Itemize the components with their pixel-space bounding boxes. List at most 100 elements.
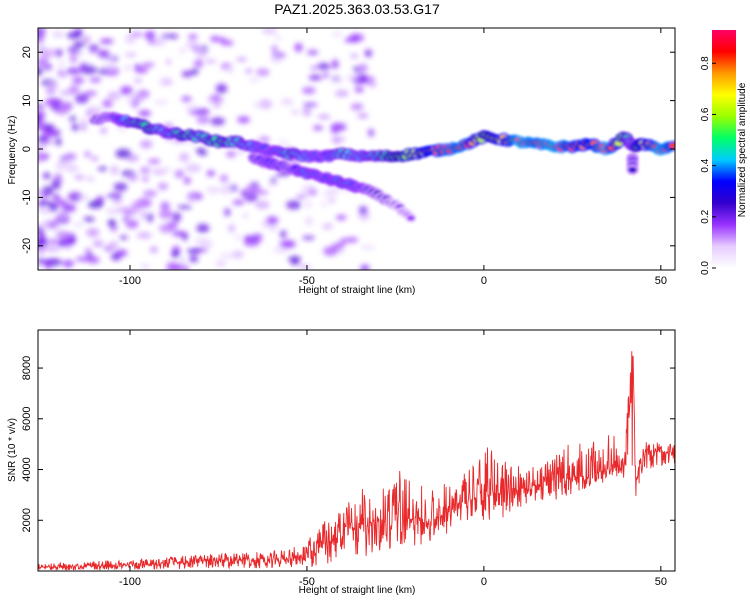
spectrogram-x-axis: -100 -50 0 50 (119, 28, 667, 287)
noise-blob (180, 96, 193, 102)
noise-blob (79, 118, 90, 127)
noise-blob (38, 38, 44, 43)
snr-y-tick-label: 4000 (21, 457, 33, 481)
noise-blob (279, 230, 287, 239)
colorbar-tick-label: 0.4 (700, 158, 711, 172)
noise-blob (146, 213, 154, 223)
noise-blob (55, 199, 68, 206)
noise-blob (119, 235, 128, 240)
snr-x-tick-label: 50 (655, 576, 667, 588)
spectrogram-x-tick-label: -50 (299, 275, 315, 287)
noise-blob (86, 228, 100, 238)
noise-blob (294, 42, 303, 52)
noise-blob (223, 182, 231, 192)
noise-blob (38, 114, 44, 124)
noise-blob (119, 85, 133, 96)
spectrogram-y-tick-label: -20 (21, 238, 33, 254)
noise-blob (117, 206, 133, 213)
noise-blob (301, 186, 308, 197)
noise-blob (179, 256, 186, 264)
noise-blob (141, 62, 155, 67)
noise-blob (256, 68, 270, 76)
noise-blob (291, 110, 299, 115)
noise-blob (360, 264, 370, 270)
noise-blob (85, 176, 95, 182)
noise-blob (107, 208, 117, 214)
snr-marks (38, 351, 675, 571)
noise-blob (56, 48, 63, 58)
noise-blob (219, 174, 229, 183)
noise-blob (354, 86, 364, 93)
noise-blob (38, 66, 44, 76)
noise-blob (185, 163, 202, 173)
noise-blob (273, 247, 289, 253)
noise-blob (140, 166, 151, 175)
noise-blob (303, 201, 314, 208)
noise-blob (41, 127, 56, 138)
noise-blob (290, 258, 301, 266)
noise-blob (188, 255, 199, 263)
noise-blob (236, 56, 248, 62)
noise-blob (100, 127, 108, 134)
noise-blob (147, 158, 161, 165)
noise-blob (312, 125, 324, 131)
noise-blob (52, 30, 65, 39)
noise-blob (310, 65, 319, 71)
spectrogram-ridges (88, 111, 675, 224)
noise-blob (181, 70, 193, 78)
colorbar-tick-label: 0.0 (700, 261, 711, 275)
noise-blob (244, 192, 259, 202)
noise-blob (140, 262, 151, 270)
noise-blob (75, 256, 88, 262)
noise-blob (270, 45, 279, 53)
noise-blob (177, 204, 193, 210)
snr-x-tick-label: -50 (299, 576, 315, 588)
noise-blob (38, 250, 44, 258)
noise-blob (56, 231, 71, 240)
noise-blob (196, 223, 210, 233)
noise-blob (358, 206, 368, 215)
noise-blob (102, 99, 113, 109)
noise-blob (102, 63, 118, 70)
snr-panel: -100 -50 0 50 2000 4000 6000 8000 Height of st… (7, 329, 676, 596)
noise-blob (226, 65, 235, 75)
spectrogram-y-axis: -20 -10 0 10 20 (21, 46, 675, 254)
noise-blob (308, 74, 322, 81)
noise-blob (337, 249, 345, 255)
noise-blob (44, 97, 60, 107)
noise-blob (47, 139, 55, 145)
noise-blob (335, 214, 347, 221)
noise-blob (201, 240, 214, 248)
noise-blob (110, 165, 119, 175)
noise-blob (358, 63, 368, 73)
noise-blob (196, 115, 210, 124)
noise-blob (51, 193, 61, 201)
noise-blob (180, 264, 189, 270)
noise-blob (72, 222, 85, 228)
noise-blob (330, 136, 346, 143)
noise-blob (350, 103, 364, 111)
noise-blob (67, 191, 84, 202)
noise-blob (185, 40, 199, 49)
noise-blob (65, 165, 80, 173)
noise-blob (97, 166, 108, 171)
noise-blob (339, 237, 348, 245)
spectrogram-noise (38, 28, 377, 270)
noise-blob (195, 47, 208, 58)
noise-blob (322, 72, 329, 79)
noise-blob (113, 182, 128, 192)
noise-blob (261, 28, 278, 34)
noise-blob (38, 32, 46, 39)
noise-blob (56, 211, 69, 221)
noise-blob (248, 76, 260, 83)
noise-blob (326, 185, 342, 194)
noise-blob (159, 223, 175, 234)
noise-blob (71, 123, 80, 131)
noise-blob (38, 141, 43, 147)
noise-blob (187, 248, 202, 255)
noise-blob (206, 170, 216, 177)
noise-blob (166, 263, 182, 270)
noise-blob (251, 102, 263, 108)
noise-blob (242, 212, 250, 219)
noise-blob (54, 173, 63, 181)
